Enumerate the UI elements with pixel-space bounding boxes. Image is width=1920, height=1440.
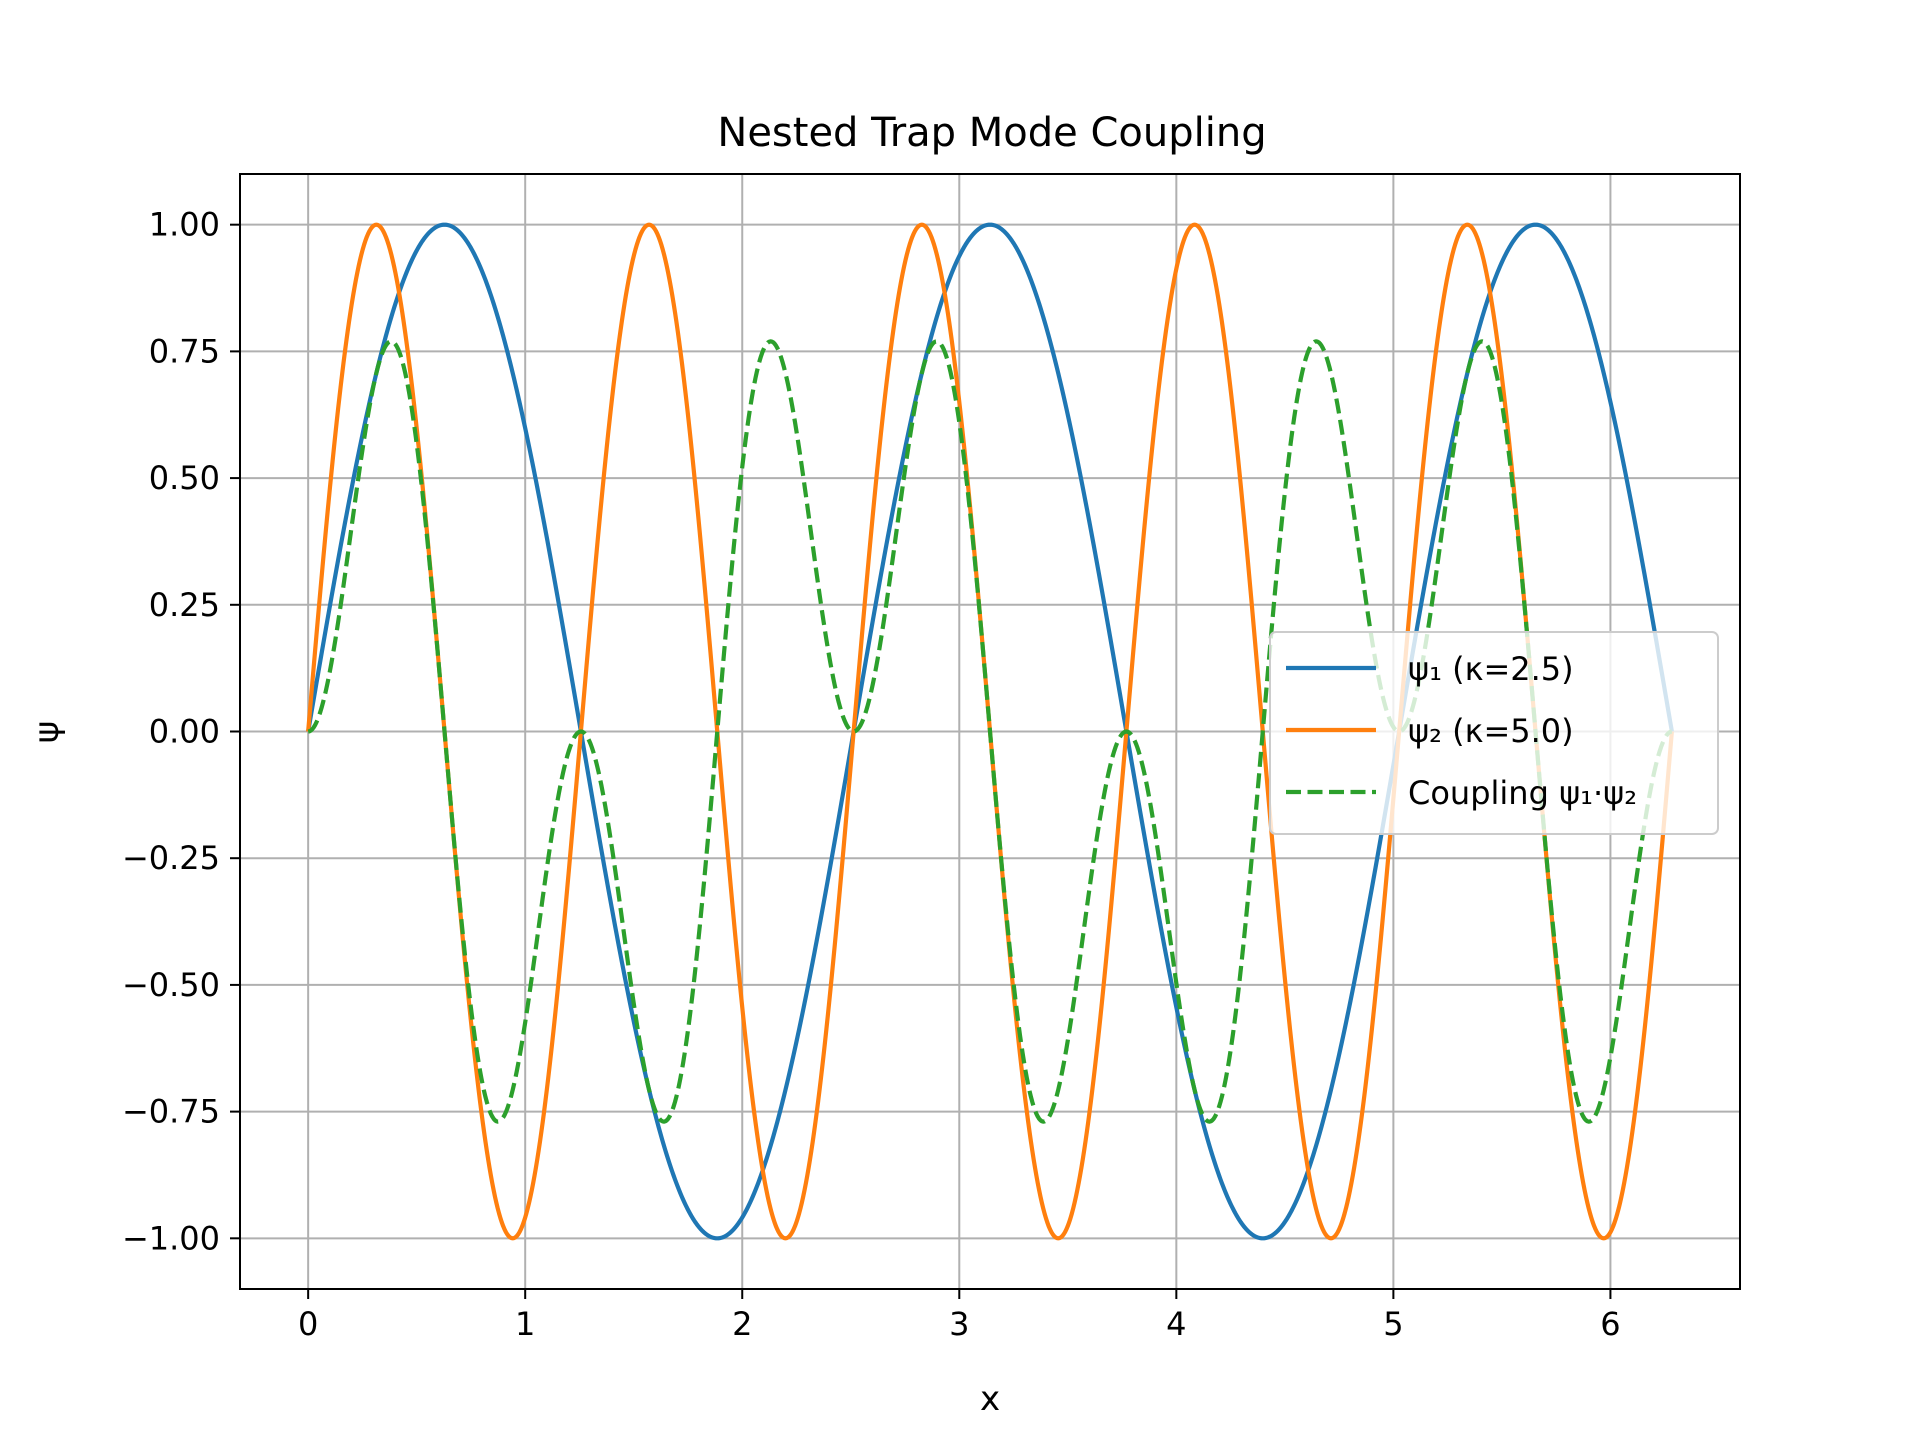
x-tick-label: 2 (732, 1305, 752, 1343)
legend-box (1269, 631, 1719, 835)
y-tick-label: 0.50 (149, 459, 220, 497)
legend: ψ₁ (κ=2.5) ψ₂ (κ=5.0) Coupling ψ₁·ψ₂ (1269, 631, 1719, 835)
y-tick-label: −1.00 (122, 1219, 220, 1257)
y-tick-label: 1.00 (149, 206, 220, 244)
chart-title: Nested Trap Mode Coupling (717, 110, 1266, 156)
grid (240, 174, 1740, 1289)
y-tick-label: −0.25 (122, 839, 220, 877)
x-tick-label: 0 (298, 1305, 318, 1343)
series-line-1 (306, 222, 1674, 1241)
x-axis-label: x (980, 1379, 1000, 1419)
y-tick-label: 0.25 (149, 586, 220, 624)
x-tick-label: 1 (515, 1305, 535, 1343)
y-tick-label: 0.00 (149, 713, 220, 751)
legend-label: ψ₁ (κ=2.5) (1408, 650, 1574, 688)
x-tick-label: 6 (1600, 1305, 1620, 1343)
y-tick-label: −0.50 (122, 966, 220, 1004)
x-tick-label: 4 (1166, 1305, 1186, 1343)
y-axis-label: ψ (27, 721, 67, 743)
x-tick-label: 3 (949, 1305, 969, 1343)
plot-area (306, 222, 1674, 1241)
y-tick-label: −0.75 (122, 1093, 220, 1131)
y-axis: 1.00 0.75 0.50 0.25 0.00 −0.25 −0.50 −0.75 −1.00 (122, 206, 240, 1257)
legend-label: Coupling ψ₁·ψ₂ (1408, 774, 1637, 812)
x-tick-label: 5 (1383, 1305, 1403, 1343)
legend-label: ψ₂ (κ=5.0) (1408, 712, 1574, 750)
series-line-3 (307, 339, 1673, 1124)
x-axis: 0 1 2 3 4 5 6 (298, 1289, 1621, 1343)
y-tick-label: 0.75 (149, 332, 220, 370)
